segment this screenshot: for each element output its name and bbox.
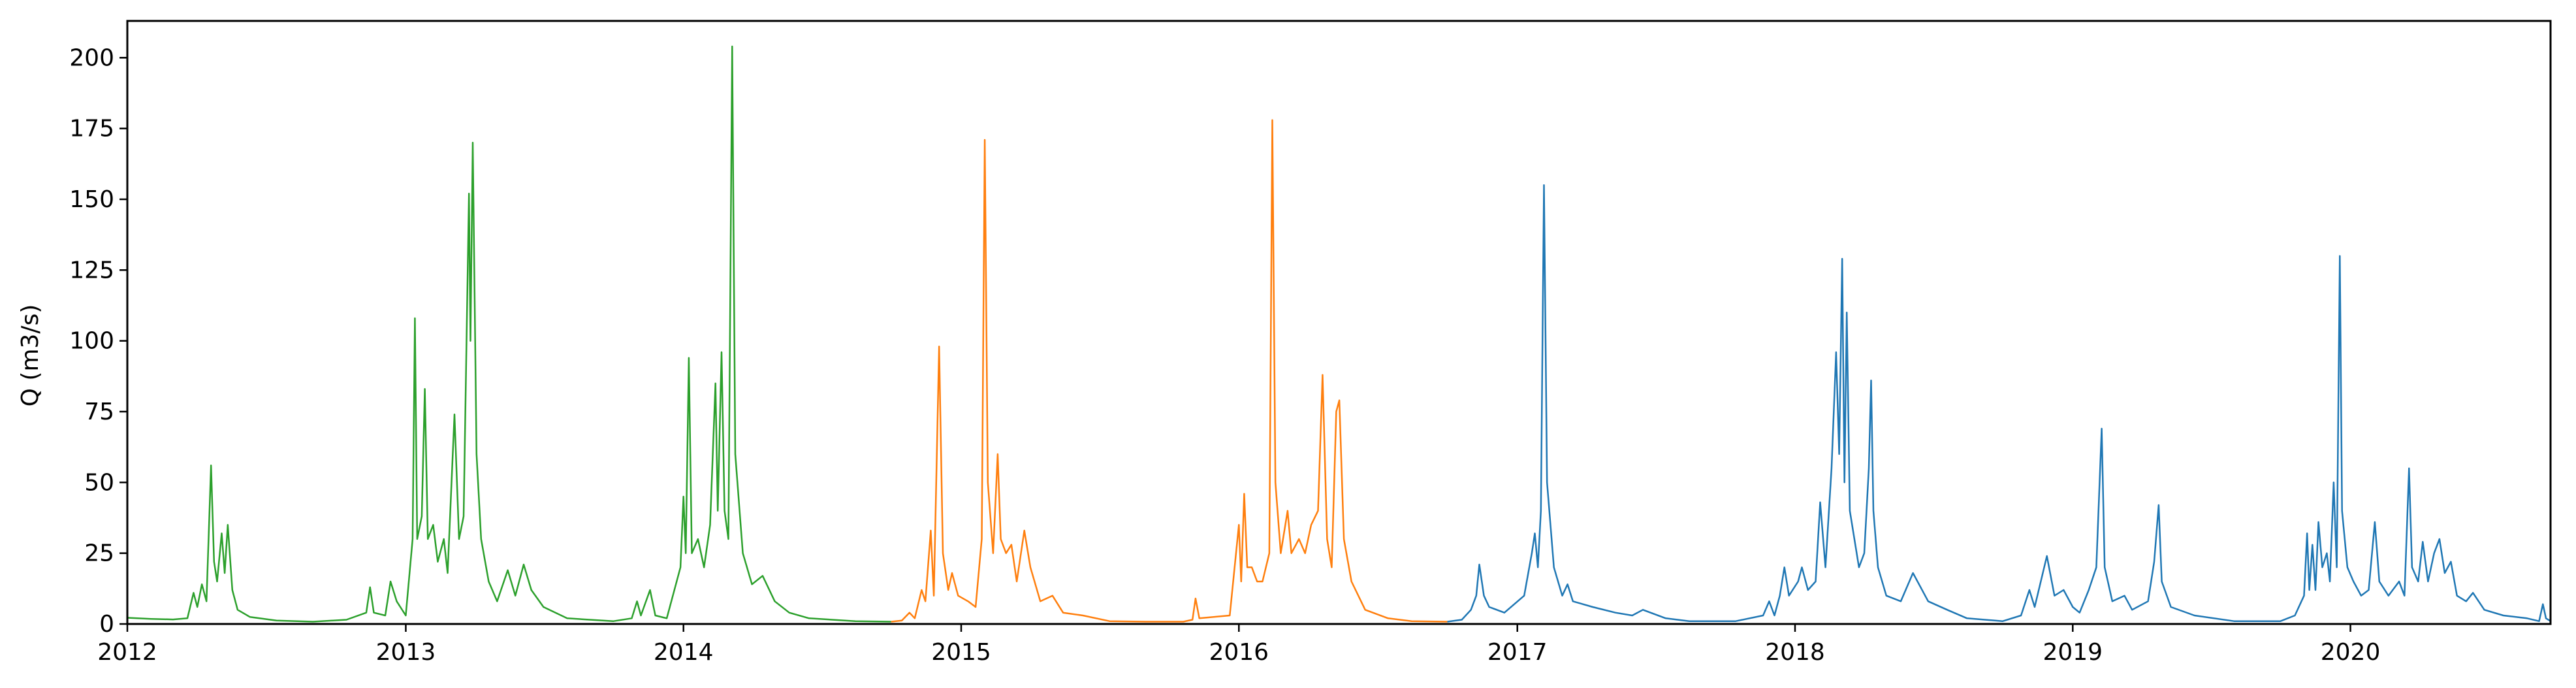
y-tick-label: 25 xyxy=(84,540,114,567)
x-tick-label: 2014 xyxy=(654,639,714,666)
x-tick-label: 2019 xyxy=(2043,639,2103,666)
series-layer xyxy=(127,45,2551,623)
y-tick-label: 150 xyxy=(69,186,114,213)
x-tick-label: 2016 xyxy=(1209,639,1269,666)
x-tick-label: 2015 xyxy=(931,639,991,666)
y-tick-label: 125 xyxy=(69,257,114,284)
x-tick-label: 2017 xyxy=(1487,639,1548,666)
y-tick-label: 200 xyxy=(69,44,114,71)
series-line xyxy=(891,119,1448,623)
x-tick-label: 2012 xyxy=(97,639,157,666)
y-tick-label: 100 xyxy=(69,328,114,355)
x-tick-label: 2013 xyxy=(376,639,436,666)
y-axis-title: Q (m3/s) xyxy=(17,304,44,407)
plot-frame xyxy=(126,20,2552,625)
x-tick-label: 2020 xyxy=(2321,639,2381,666)
y-axis: 0 25 50 75 100 125 150 175 200 xyxy=(69,44,127,638)
y-tick-label: 175 xyxy=(69,116,114,142)
series-line xyxy=(127,45,891,623)
x-tick-label: 2018 xyxy=(1765,639,1825,666)
y-tick-label: 50 xyxy=(84,469,114,496)
y-tick-label: 75 xyxy=(84,399,114,425)
x-axis: 2012 2013 2014 2015 2016 2017 2018 2019 2020 xyxy=(97,624,2380,666)
y-tick-label: 0 xyxy=(99,611,114,638)
series-line xyxy=(1447,184,2551,623)
